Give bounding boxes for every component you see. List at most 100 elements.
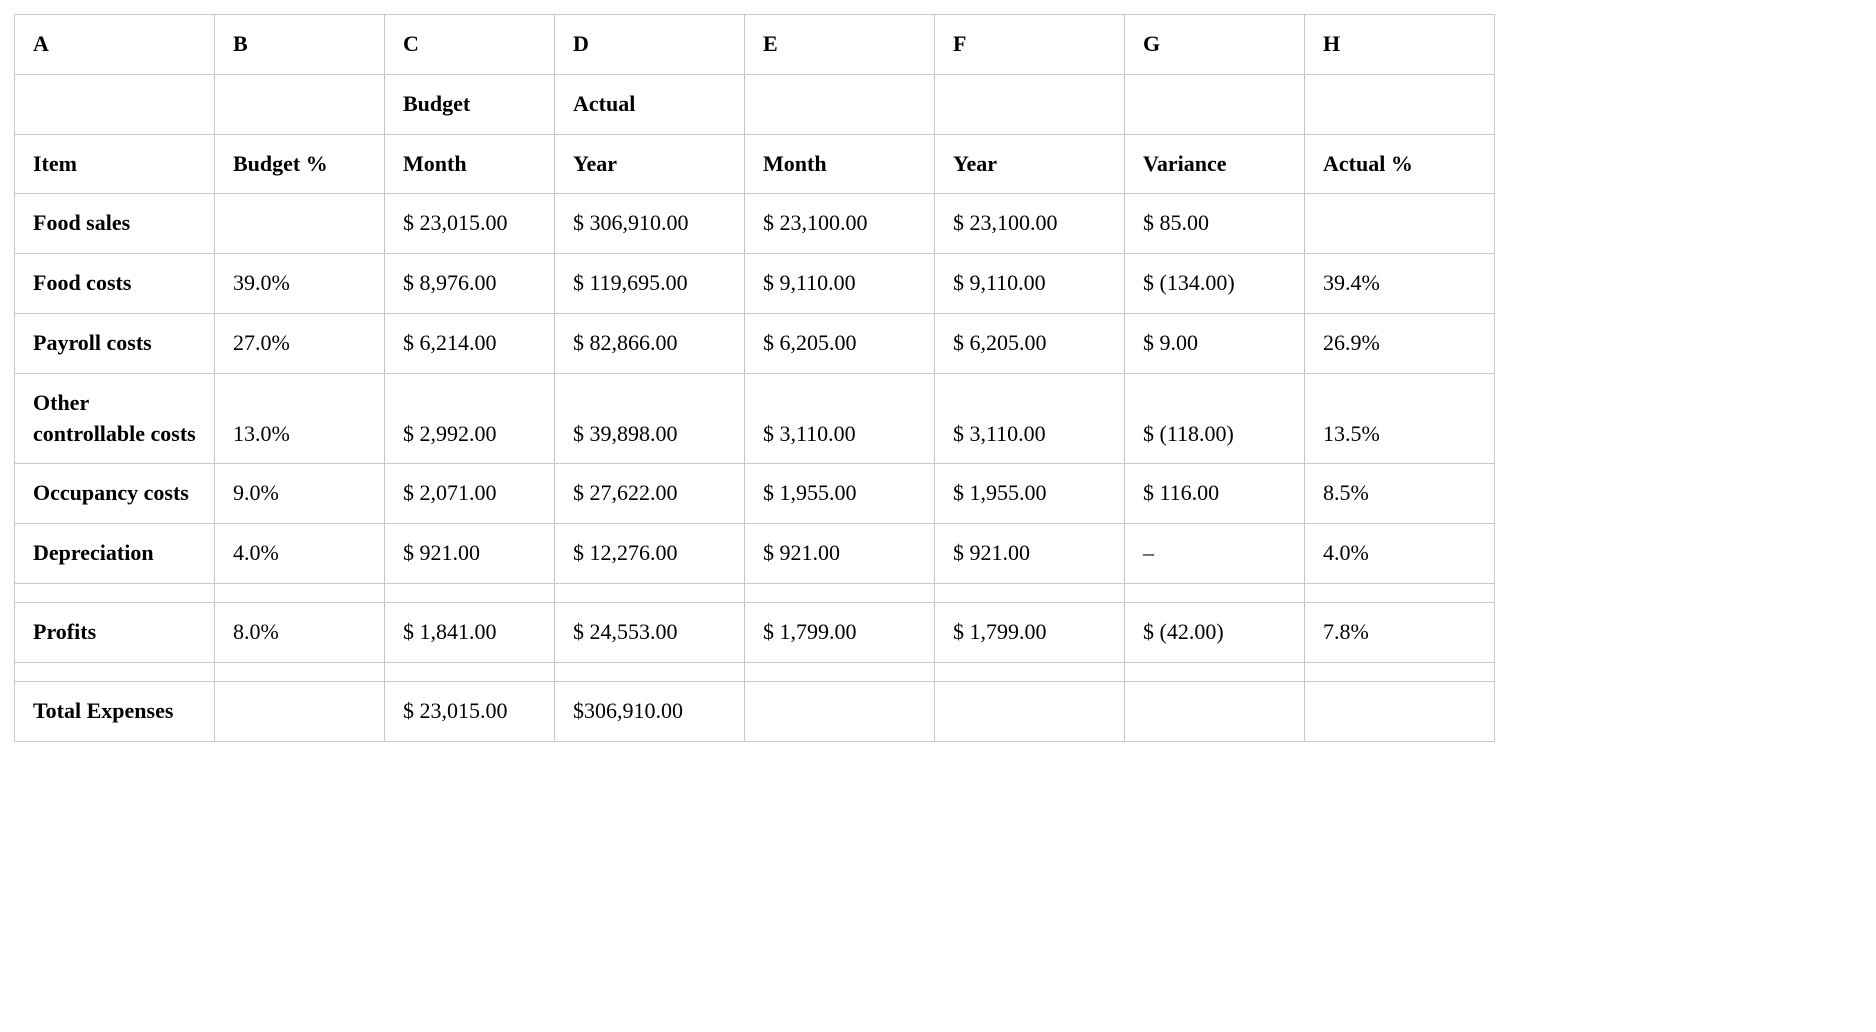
cell: $ 23,015.00 bbox=[385, 681, 555, 741]
cell: 26.9% bbox=[1305, 313, 1495, 373]
cell: 4.0% bbox=[215, 524, 385, 584]
cell: 27.0% bbox=[215, 313, 385, 373]
header-actual-pct: Actual % bbox=[1305, 134, 1495, 194]
cell: $ 1,799.00 bbox=[935, 602, 1125, 662]
cell: $ 1,799.00 bbox=[745, 602, 935, 662]
cell: 13.5% bbox=[1305, 373, 1495, 464]
cell-empty bbox=[215, 74, 385, 134]
cell: 39.0% bbox=[215, 254, 385, 314]
cell: $ 23,100.00 bbox=[935, 194, 1125, 254]
row-food-sales: Food sales $ 23,015.00 $ 306,910.00 $ 23… bbox=[15, 194, 1495, 254]
cell: $ 6,205.00 bbox=[745, 313, 935, 373]
label-food-sales: Food sales bbox=[15, 194, 215, 254]
cell: $ 2,071.00 bbox=[385, 464, 555, 524]
cell-empty bbox=[1305, 74, 1495, 134]
cell: $ 39,898.00 bbox=[555, 373, 745, 464]
row-total-expenses: Total Expenses $ 23,015.00 $306,910.00 bbox=[15, 681, 1495, 741]
cell: $ 85.00 bbox=[1125, 194, 1305, 254]
cell bbox=[215, 194, 385, 254]
column-letters-row: A B C D E F G H bbox=[15, 15, 1495, 75]
cell: 8.0% bbox=[215, 602, 385, 662]
cell: $ 9,110.00 bbox=[745, 254, 935, 314]
col-letter-C: C bbox=[385, 15, 555, 75]
col-letter-G: G bbox=[1125, 15, 1305, 75]
cell: 4.0% bbox=[1305, 524, 1495, 584]
cell: $ 306,910.00 bbox=[555, 194, 745, 254]
cell: $ 1,841.00 bbox=[385, 602, 555, 662]
col-letter-B: B bbox=[215, 15, 385, 75]
cell bbox=[745, 681, 935, 741]
col-letter-A: A bbox=[15, 15, 215, 75]
col-letter-F: F bbox=[935, 15, 1125, 75]
cell-empty bbox=[15, 74, 215, 134]
cell-empty bbox=[1125, 74, 1305, 134]
cell: $ 3,110.00 bbox=[935, 373, 1125, 464]
cell: 13.0% bbox=[215, 373, 385, 464]
cell: $ 23,100.00 bbox=[745, 194, 935, 254]
cell: $ 82,866.00 bbox=[555, 313, 745, 373]
cell: $ (134.00) bbox=[1125, 254, 1305, 314]
cell: $ 921.00 bbox=[935, 524, 1125, 584]
header-variance: Variance bbox=[1125, 134, 1305, 194]
cell: 7.8% bbox=[1305, 602, 1495, 662]
cell: $ (42.00) bbox=[1125, 602, 1305, 662]
budget-table: A B C D E F G H Budget Actual Item Budge… bbox=[14, 14, 1495, 742]
label-food-costs: Food costs bbox=[15, 254, 215, 314]
cell: $ 12,276.00 bbox=[555, 524, 745, 584]
cell bbox=[1305, 194, 1495, 254]
row-payroll: Payroll costs 27.0% $ 6,214.00 $ 82,866.… bbox=[15, 313, 1495, 373]
group-header-row: Budget Actual bbox=[15, 74, 1495, 134]
header-budget-pct: Budget % bbox=[215, 134, 385, 194]
cell: – bbox=[1125, 524, 1305, 584]
cell: $ 6,205.00 bbox=[935, 313, 1125, 373]
column-headers-row: Item Budget % Month Year Month Year Vari… bbox=[15, 134, 1495, 194]
cell bbox=[215, 681, 385, 741]
header-month-2: Month bbox=[745, 134, 935, 194]
cell: $ 3,110.00 bbox=[745, 373, 935, 464]
cell: $ 27,622.00 bbox=[555, 464, 745, 524]
col-letter-H: H bbox=[1305, 15, 1495, 75]
cell: 9.0% bbox=[215, 464, 385, 524]
cell: $ 23,015.00 bbox=[385, 194, 555, 254]
row-other-controllable: Other controllable costs 13.0% $ 2,992.0… bbox=[15, 373, 1495, 464]
group-header-budget: Budget bbox=[385, 74, 555, 134]
label-total-expenses: Total Expenses bbox=[15, 681, 215, 741]
cell: 8.5% bbox=[1305, 464, 1495, 524]
header-item: Item bbox=[15, 134, 215, 194]
row-food-costs: Food costs 39.0% $ 8,976.00 $ 119,695.00… bbox=[15, 254, 1495, 314]
cell bbox=[1125, 681, 1305, 741]
row-depreciation: Depreciation 4.0% $ 921.00 $ 12,276.00 $… bbox=[15, 524, 1495, 584]
label-other-controllable: Other controllable costs bbox=[15, 373, 215, 464]
header-year-2: Year bbox=[935, 134, 1125, 194]
cell: $ 921.00 bbox=[385, 524, 555, 584]
label-depreciation: Depreciation bbox=[15, 524, 215, 584]
row-profits: Profits 8.0% $ 1,841.00 $ 24,553.00 $ 1,… bbox=[15, 602, 1495, 662]
col-letter-E: E bbox=[745, 15, 935, 75]
cell: $ 921.00 bbox=[745, 524, 935, 584]
header-month: Month bbox=[385, 134, 555, 194]
header-year: Year bbox=[555, 134, 745, 194]
cell: 39.4% bbox=[1305, 254, 1495, 314]
group-header-actual: Actual bbox=[555, 74, 745, 134]
cell bbox=[935, 681, 1125, 741]
cell-empty bbox=[935, 74, 1125, 134]
label-payroll: Payroll costs bbox=[15, 313, 215, 373]
cell-empty bbox=[745, 74, 935, 134]
cell: $ 119,695.00 bbox=[555, 254, 745, 314]
spacer-row bbox=[15, 662, 1495, 681]
label-profits: Profits bbox=[15, 602, 215, 662]
cell: $ 1,955.00 bbox=[935, 464, 1125, 524]
cell bbox=[1305, 681, 1495, 741]
spacer-row bbox=[15, 583, 1495, 602]
cell: $ 8,976.00 bbox=[385, 254, 555, 314]
cell: $ 9,110.00 bbox=[935, 254, 1125, 314]
cell: $306,910.00 bbox=[555, 681, 745, 741]
cell: $ 116.00 bbox=[1125, 464, 1305, 524]
cell: $ 24,553.00 bbox=[555, 602, 745, 662]
cell: $ 9.00 bbox=[1125, 313, 1305, 373]
cell: $ 6,214.00 bbox=[385, 313, 555, 373]
col-letter-D: D bbox=[555, 15, 745, 75]
label-occupancy: Occupancy costs bbox=[15, 464, 215, 524]
cell: $ 2,992.00 bbox=[385, 373, 555, 464]
cell: $ 1,955.00 bbox=[745, 464, 935, 524]
